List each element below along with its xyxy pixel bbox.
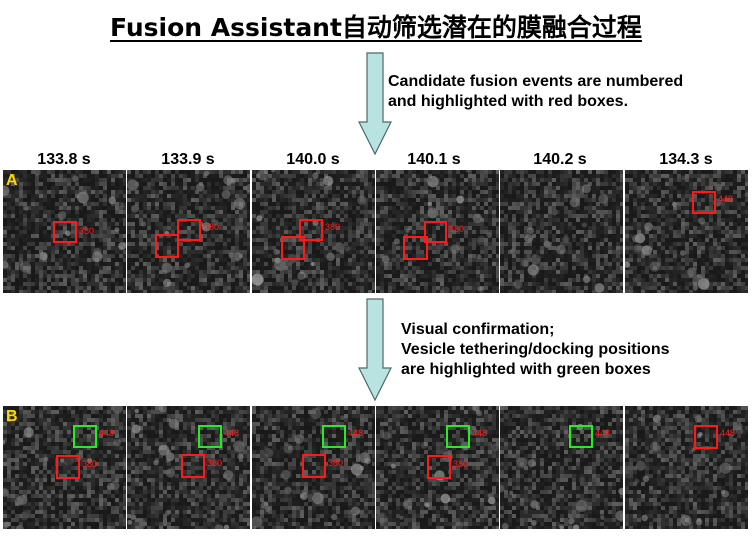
time-label: 140.1 s <box>407 151 461 168</box>
docking-box <box>569 425 593 448</box>
page-title: Fusion Assistant自动筛选潜在的膜融合过程 <box>110 13 642 42</box>
microscopy-frame: 380 <box>252 170 375 293</box>
speckle-texture <box>500 406 623 529</box>
speckle-texture <box>3 406 126 529</box>
candidate-box <box>424 221 447 243</box>
candidate-box <box>692 191 716 214</box>
down-arrow-icon <box>358 298 392 402</box>
speckle-texture <box>625 406 748 529</box>
docking-box <box>73 425 97 448</box>
event-number: 448 <box>224 428 240 438</box>
microscopy-frame <box>500 170 623 293</box>
candidate-box <box>53 221 77 243</box>
candidate-box <box>177 219 201 241</box>
event-number: 448 <box>595 428 611 438</box>
time-label: 134.3 s <box>659 151 713 168</box>
speckle-texture <box>3 170 126 293</box>
panel-letter-b: B <box>6 408 18 425</box>
event-number: 380 <box>325 222 341 232</box>
time-label: 133.8 s <box>37 151 91 168</box>
event-number: 448 <box>348 428 364 438</box>
candidate-box <box>302 454 326 478</box>
microscopy-frame: 448 <box>500 406 623 529</box>
candidate-box <box>281 236 305 260</box>
event-number: 380 <box>204 222 220 232</box>
time-label: 140.0 s <box>286 151 340 168</box>
speckle-texture <box>252 406 375 529</box>
event-number: 448 <box>718 194 734 204</box>
note-line: and highlighted with red boxes. <box>388 93 629 110</box>
speckle-texture <box>252 170 375 293</box>
candidate-box <box>181 454 205 478</box>
candidate-box <box>427 455 451 479</box>
speckle-texture <box>500 170 623 293</box>
candidate-note: Candidate fusion events are numbered and… <box>388 72 683 112</box>
time-label: 133.9 s <box>161 151 215 168</box>
event-number: 380 <box>449 224 465 234</box>
candidate-box <box>694 425 718 449</box>
note-line: Visual confirmation; <box>401 321 555 338</box>
down-arrow-icon <box>358 52 392 156</box>
docking-box <box>446 425 470 448</box>
microscopy-frame: 380 <box>376 170 499 293</box>
microscopy-frame: 380 <box>3 170 126 293</box>
panel-letter-a: A <box>6 172 18 189</box>
microscopy-frame: 448 380 <box>376 406 499 529</box>
speckle-texture <box>376 170 499 293</box>
note-line: are highlighted with green boxes <box>401 361 651 378</box>
docking-box <box>322 425 346 448</box>
event-number: 448 <box>472 428 488 438</box>
candidate-box <box>299 219 323 241</box>
event-number: 380 <box>207 458 223 468</box>
candidate-box <box>155 234 179 258</box>
confirmation-note: Visual confirmation; Vesicle tethering/d… <box>401 320 670 380</box>
microscopy-frame: 448 <box>625 170 748 293</box>
event-number: 380 <box>82 459 98 469</box>
docking-box <box>198 425 222 448</box>
speckle-texture <box>625 170 748 293</box>
note-line: Vesicle tethering/docking positions <box>401 341 670 358</box>
microscopy-frame: 448 380 <box>127 406 250 529</box>
time-label: 140.2 s <box>533 151 587 168</box>
event-number: 380 <box>453 459 469 469</box>
microscopy-frame: 448 <box>625 406 748 529</box>
candidate-box <box>56 455 80 479</box>
event-number: 448 <box>720 428 736 438</box>
note-line: Candidate fusion events are numbered <box>388 73 684 90</box>
candidate-box <box>403 236 428 260</box>
microscopy-frame: 448 380 <box>252 406 375 529</box>
event-number: 380 <box>328 458 344 468</box>
speckle-texture <box>127 406 250 529</box>
event-number: 448 <box>99 428 115 438</box>
speckle-texture <box>127 170 250 293</box>
event-number: 380 <box>79 226 95 236</box>
microscopy-frame: 380 <box>127 170 250 293</box>
microscopy-frame: 448 380 <box>3 406 126 529</box>
